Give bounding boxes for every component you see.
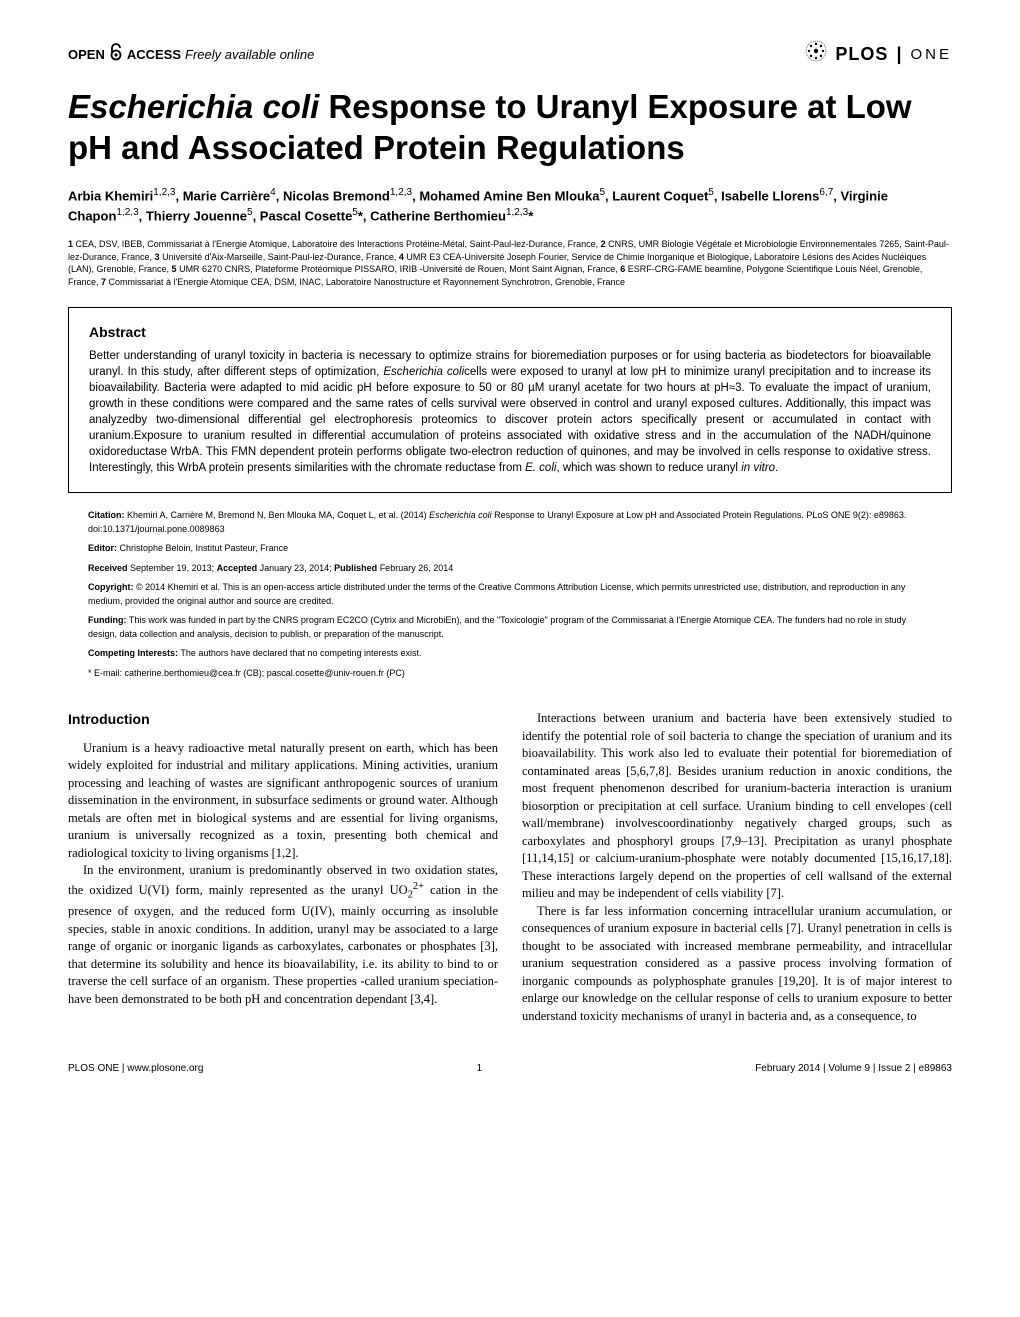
abstract-text: Better understanding of uranyl toxicity … [89,348,931,477]
open-access-badge: OPEN ACCESS Freely available online [68,43,314,66]
article-title: Escherichia coli Response to Uranyl Expo… [68,86,952,169]
journal-logo: PLOS | ONE [805,40,952,68]
open-access-tagline: Freely available online [185,47,314,62]
open-access-label-2: ACCESS [127,47,181,62]
column-left: Introduction Uranium is a heavy radioact… [68,710,498,1025]
body-paragraph: In the environment, uranium is predomina… [68,862,498,1008]
body-columns: Introduction Uranium is a heavy radioact… [68,710,952,1025]
author-list: Arbia Khemiri1,2,3, Marie Carrière4, Nic… [68,185,952,227]
meta-email: * E-mail: catherine.berthomieu@cea.fr (C… [88,667,932,681]
meta-competing: Competing Interests: The authors have de… [88,647,932,661]
meta-copyright: Copyright: © 2014 Khemiri et al. This is… [88,581,932,608]
body-paragraph: Uranium is a heavy radioactive metal nat… [68,740,498,863]
page-header: OPEN ACCESS Freely available online PLOS… [68,40,952,68]
abstract-heading: Abstract [89,324,931,340]
meta-dates: Received September 19, 2013; Accepted Ja… [88,562,932,576]
affiliations: 1 CEA, DSV, IBEB, Commissariat à l'Energ… [68,238,952,288]
meta-funding: Funding: This work was funded in part by… [88,614,932,641]
journal-name: PLOS [835,44,888,65]
body-paragraph: Interactions between uranium and bacteri… [522,710,952,903]
abstract-box: Abstract Better understanding of uranyl … [68,307,952,494]
open-access-icon [109,43,123,66]
meta-editor: Editor: Christophe Beloin, Institut Past… [88,542,932,556]
column-right: Interactions between uranium and bacteri… [522,710,952,1025]
title-italic: Escherichia coli [68,88,319,125]
page-footer: PLOS ONE | www.plosone.org 1 February 20… [68,1063,952,1074]
open-access-label-1: OPEN [68,47,105,62]
body-paragraph: There is far less information concerning… [522,903,952,1026]
journal-sub: ONE [910,46,952,63]
footer-page-number: 1 [477,1063,483,1074]
plos-logo-icon [805,40,827,68]
article-meta: Citation: Khemiri A, Carrière M, Bremond… [68,505,952,690]
meta-citation: Citation: Khemiri A, Carrière M, Bremond… [88,509,932,536]
journal-divider: | [896,44,902,65]
footer-right: February 2014 | Volume 9 | Issue 2 | e89… [755,1063,952,1074]
footer-left: PLOS ONE | www.plosone.org [68,1063,203,1074]
intro-heading: Introduction [68,710,498,730]
